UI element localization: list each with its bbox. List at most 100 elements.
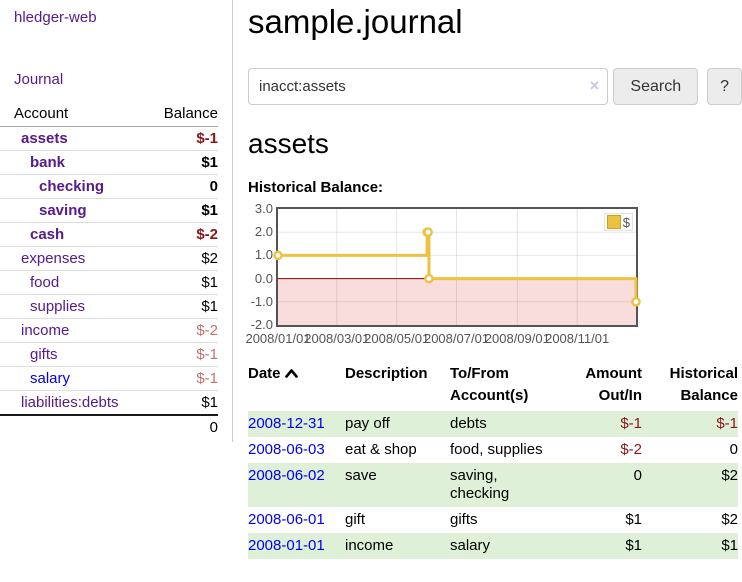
accounts-total-row: 0: [0, 414, 218, 439]
transaction-amount: $1: [625, 511, 642, 528]
y-axis-tick-label: -1.0: [250, 293, 273, 309]
table-row: 2008-01-01 income salary $1 $1: [248, 533, 738, 559]
accounts-col-account: Account: [0, 105, 150, 127]
transaction-date-link[interactable]: 2008-01-01: [248, 537, 325, 554]
column-header-date[interactable]: Date: [248, 363, 345, 411]
transaction-amount: $-2: [620, 441, 642, 458]
sidebar-item-journal[interactable]: Journal: [14, 71, 64, 88]
transaction-accounts: salary: [450, 537, 491, 554]
chart-title: Historical Balance:: [248, 179, 384, 196]
column-header-to-from-account-s: To/From Account(s): [450, 365, 529, 404]
sidebar: hledger-web Journal Account Balance asse…: [0, 0, 233, 442]
account-link[interactable]: expenses: [21, 250, 86, 267]
account-balance: $-2: [196, 322, 218, 339]
x-axis-tick-label: 2008/09/01: [484, 331, 550, 346]
transaction-accounts: gifts: [450, 511, 478, 528]
account-link[interactable]: liabilities:debts: [21, 394, 119, 411]
account-link[interactable]: bank: [30, 154, 66, 171]
search-button[interactable]: Search: [613, 68, 699, 105]
account-row: expenses $2: [0, 246, 218, 271]
search-input[interactable]: [248, 68, 609, 105]
accounts-header-row: Account Balance: [0, 105, 218, 127]
chart-plot-area: $: [273, 207, 641, 327]
account-link[interactable]: cash: [30, 226, 65, 243]
account-heading: assets: [248, 128, 329, 159]
account-row: saving $1: [0, 198, 218, 223]
balance-chart: [273, 209, 641, 325]
account-row: gifts $-1: [0, 342, 218, 367]
brand-link[interactable]: hledger-web: [14, 9, 97, 26]
account-balance: $1: [201, 154, 218, 171]
chart-legend: $: [603, 213, 633, 231]
account-link[interactable]: food: [30, 274, 60, 291]
column-header-historical-balance: Historical Balance: [669, 365, 738, 404]
historical-balance-chart: $ 3.0 2.0 1.0 0.0 -1.0 -2.0 2008/01/01 2008/03/…: [245, 201, 742, 347]
account-link[interactable]: saving: [39, 202, 87, 219]
account-link[interactable]: checking: [39, 178, 105, 195]
account-balance: 0: [209, 178, 218, 195]
account-balance: $1: [201, 394, 218, 411]
transaction-amount: 0: [633, 467, 642, 484]
data-point-marker: [273, 250, 283, 261]
account-row: liabilities:debts $1: [0, 390, 218, 416]
x-axis-tick-label: 2008/03/01: [304, 331, 370, 346]
app-brand: hledger-web: [14, 9, 232, 26]
transaction-accounts: food, supplies: [450, 441, 543, 458]
transaction-amount: $1: [625, 537, 642, 554]
account-row: income $-2: [0, 318, 218, 343]
transaction-description: save: [345, 467, 377, 484]
transaction-date-link[interactable]: 2008-06-02: [248, 467, 325, 484]
account-link[interactable]: salary: [30, 370, 71, 387]
column-header-amount-out-in: Amount Out/In: [585, 365, 642, 404]
accounts-table: Account Balance assets $-1 bank $1 checking 0…: [0, 105, 218, 439]
transaction-accounts: debts: [450, 415, 487, 432]
legend-label: $: [622, 214, 630, 230]
negative-region: [278, 278, 636, 325]
page-title: sample.journal: [248, 3, 463, 40]
table-row: 2008-12-31 pay off debts $-1 $-1: [248, 411, 738, 437]
spacer: [0, 414, 150, 439]
data-point-marker: [424, 273, 434, 284]
account-row: salary $-1: [0, 366, 218, 391]
clear-search-icon[interactable]: ×: [589, 76, 600, 95]
sort-ascending-icon: [284, 369, 298, 378]
transaction-balance: $1: [721, 537, 738, 554]
account-row: checking 0: [0, 174, 218, 199]
account-balance: $-2: [196, 226, 218, 243]
transaction-amount: $-1: [620, 415, 642, 432]
transaction-description: income: [345, 537, 394, 554]
account-row: supplies $1: [0, 294, 218, 319]
x-axis-tick-label: 2008/07/01: [423, 331, 490, 346]
account-balance: $2: [201, 250, 218, 267]
help-button[interactable]: ?: [707, 68, 742, 105]
account-balance: $-1: [196, 130, 218, 147]
account-link[interactable]: gifts: [30, 346, 58, 363]
data-point-marker: [631, 297, 641, 307]
y-axis-tick-label: 2.0: [254, 224, 273, 240]
transaction-accounts: saving, checking: [450, 467, 510, 502]
y-axis-tick-label: 0.0: [254, 270, 273, 286]
account-row: cash $-2: [0, 222, 218, 247]
column-header-description: Description: [345, 365, 428, 382]
x-axis-tick-label: 2008/01/01: [245, 331, 311, 346]
transaction-date-link[interactable]: 2008-12-31: [248, 415, 325, 432]
account-link[interactable]: income: [21, 322, 70, 339]
account-link[interactable]: supplies: [30, 298, 86, 315]
account-balance: $1: [201, 274, 218, 291]
y-axis-tick-label: 1.0: [254, 247, 273, 263]
transaction-date-link[interactable]: 2008-06-03: [248, 441, 325, 458]
account-balance: $-1: [196, 346, 218, 363]
account-balance: $-1: [196, 370, 218, 387]
transactions-header-row: Date Description To/From Account(s) Amount …: [248, 363, 738, 411]
account-balance: $1: [201, 202, 218, 219]
transaction-date-link[interactable]: 2008-06-01: [248, 511, 325, 528]
account-row: bank $1: [0, 150, 218, 175]
accounts-col-balance: Balance: [149, 105, 218, 127]
transaction-balance: $-1: [716, 415, 738, 432]
transactions-table: Date Description To/From Account(s) Amount …: [248, 363, 738, 559]
account-link[interactable]: assets: [21, 130, 68, 147]
transaction-description: pay off: [345, 415, 390, 432]
main-content: sample.journal × Search ? assets Histori…: [245, 0, 742, 559]
account-balance: $1: [201, 298, 218, 315]
